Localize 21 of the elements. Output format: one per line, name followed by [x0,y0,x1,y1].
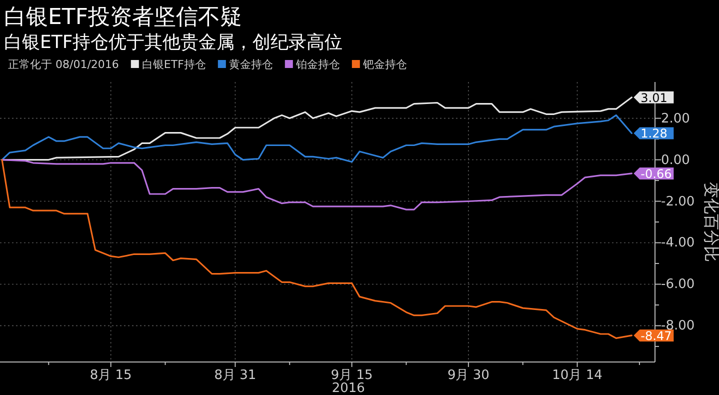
x-tick-label: 8月 31 [214,368,256,383]
legend-label: 黄金持仓 [228,58,273,71]
legend-label: 钯金持仓 [362,58,407,71]
x-tick-label: 9月 30 [447,368,490,383]
x-tick-label: 8月 15 [90,368,132,383]
y-tick-label: 0.00 [661,152,690,168]
y-tick-label: -4.00 [661,236,695,251]
data-label: -0.66 [640,166,672,181]
y-tick-label: 2.00 [661,111,690,126]
legend-title: 正常化于 08/01/2016 [8,58,119,71]
x-tick-label: 9月 15 [330,368,373,383]
chart-subtitle: 白银ETF持仓优于其他贵金属，创纪录高位 [4,32,343,53]
chart-title: 白银ETF投资者坚信不疑 [4,5,242,30]
y-tick-label: -6.00 [661,277,695,292]
data-label: 1.28 [640,126,668,141]
legend-label: 铂金持仓 [294,58,340,71]
x-axis-title: 2016 [332,381,365,395]
data-label: 3.01 [640,90,668,105]
y-tick-label: -2.00 [661,194,695,210]
legend-label: 白银ETF持仓 [142,58,206,71]
x-tick-label: 10月 14 [552,368,602,383]
